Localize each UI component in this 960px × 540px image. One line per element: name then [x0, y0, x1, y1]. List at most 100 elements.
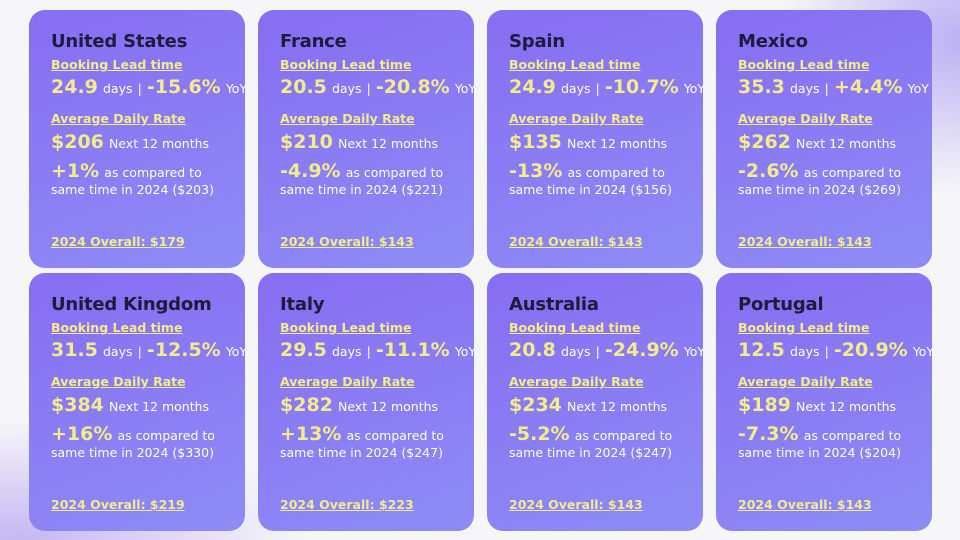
comparison-detail: same time in 2024 ($269) — [738, 182, 901, 197]
rate-line: $384 Next 12 months — [51, 393, 245, 419]
yoy-change-value: +4.4% — [833, 76, 903, 98]
rate-value: $206 — [51, 131, 104, 153]
rate-line: $262 Next 12 months — [738, 130, 932, 156]
lead-time-value: 29.5 — [280, 339, 327, 361]
average-daily-rate-label: Average Daily Rate — [738, 111, 873, 126]
yoy-change-value: -24.9% — [604, 339, 679, 361]
yoy-change-value: -12.5% — [146, 339, 221, 361]
booking-lead-time-line: 29.5 days | -11.1% YoY — [280, 338, 474, 364]
separator: | — [824, 81, 829, 96]
yoy-change-value: -20.8% — [375, 76, 450, 98]
separator: | — [137, 344, 142, 359]
rate-period: Next 12 months — [337, 399, 439, 414]
country-name: United Kingdom — [51, 294, 212, 315]
overall-2024-link[interactable]: 2024 Overall: $143 — [509, 234, 643, 249]
country-card: United Kingdom Booking Lead time 31.5 da… — [29, 273, 245, 531]
comparison-line: -2.6% as compared to — [738, 162, 932, 182]
rate-period: Next 12 months — [795, 399, 897, 414]
rate-value: $282 — [280, 394, 333, 416]
comparison-line: -4.9% as compared to — [280, 162, 474, 182]
average-daily-rate-label: Average Daily Rate — [51, 111, 186, 126]
lead-time-value: 20.8 — [509, 339, 556, 361]
booking-lead-time-label: Booking Lead time — [51, 320, 183, 335]
booking-lead-time-line: 12.5 days | -20.9% YoY — [738, 338, 932, 364]
average-daily-rate-label: Average Daily Rate — [280, 111, 415, 126]
yoy-label: YoY — [454, 81, 474, 96]
separator: | — [366, 81, 371, 96]
lead-time-value: 12.5 — [738, 339, 785, 361]
rate-line: $206 Next 12 months — [51, 130, 245, 156]
booking-lead-time-label: Booking Lead time — [280, 320, 412, 335]
rate-value: $135 — [509, 131, 562, 153]
overall-2024-link[interactable]: 2024 Overall: $143 — [280, 234, 414, 249]
comparison-detail: same time in 2024 ($330) — [51, 445, 214, 460]
lead-time-value: 24.9 — [509, 76, 556, 98]
yoy-label: YoY — [225, 81, 245, 96]
comparison-line: +13% as compared to — [280, 425, 474, 445]
rate-line: $234 Next 12 months — [509, 393, 703, 419]
days-unit: days — [102, 344, 133, 359]
comparison-text: as compared to — [117, 428, 215, 443]
change-value: -2.6% — [738, 160, 799, 182]
days-unit: days — [560, 344, 591, 359]
overall-2024-link[interactable]: 2024 Overall: $223 — [280, 497, 414, 512]
comparison-detail: same time in 2024 ($247) — [509, 445, 672, 460]
separator: | — [595, 81, 600, 96]
rate-value: $234 — [509, 394, 562, 416]
comparison-text: as compared to — [803, 165, 902, 180]
overall-2024-link[interactable]: 2024 Overall: $143 — [509, 497, 643, 512]
booking-lead-time-line: 35.3 days | +4.4% YoY — [738, 75, 932, 101]
rate-line: $189 Next 12 months — [738, 393, 932, 419]
days-unit: days — [560, 81, 591, 96]
change-value: -5.2% — [509, 423, 570, 445]
rate-period: Next 12 months — [795, 136, 897, 151]
comparison-line: +1% as compared to — [51, 162, 245, 182]
yoy-label: YoY — [454, 344, 474, 359]
country-card: Italy Booking Lead time 29.5 days | -11.… — [258, 273, 474, 531]
booking-lead-time-line: 20.8 days | -24.9% YoY — [509, 338, 703, 364]
overall-2024-link[interactable]: 2024 Overall: $143 — [738, 234, 872, 249]
change-value: -13% — [509, 160, 563, 182]
overall-2024-link[interactable]: 2024 Overall: $179 — [51, 234, 185, 249]
days-unit: days — [789, 344, 820, 359]
rate-line: $282 Next 12 months — [280, 393, 474, 419]
change-value: +13% — [280, 423, 342, 445]
rate-value: $384 — [51, 394, 104, 416]
booking-lead-time-label: Booking Lead time — [280, 57, 412, 72]
comparison-text: as compared to — [803, 428, 902, 443]
overall-2024-link[interactable]: 2024 Overall: $143 — [738, 497, 872, 512]
comparison-detail: same time in 2024 ($156) — [509, 182, 672, 197]
booking-lead-time-label: Booking Lead time — [51, 57, 183, 72]
comparison-line: -13% as compared to — [509, 162, 703, 182]
comparison-text: as compared to — [346, 428, 444, 443]
yoy-change-value: -11.1% — [375, 339, 450, 361]
yoy-label: YoY — [907, 81, 929, 96]
country-card: Mexico Booking Lead time 35.3 days | +4.… — [716, 10, 932, 268]
comparison-detail: same time in 2024 ($203) — [51, 182, 214, 197]
country-name: Spain — [509, 31, 565, 52]
rate-value: $210 — [280, 131, 333, 153]
separator: | — [595, 344, 600, 359]
comparison-detail: same time in 2024 ($204) — [738, 445, 901, 460]
lead-time-value: 35.3 — [738, 76, 785, 98]
rate-line: $210 Next 12 months — [280, 130, 474, 156]
comparison-text: as compared to — [104, 165, 202, 180]
separator: | — [137, 81, 142, 96]
rate-period: Next 12 months — [337, 136, 439, 151]
booking-lead-time-label: Booking Lead time — [738, 57, 870, 72]
rate-period: Next 12 months — [108, 136, 210, 151]
days-unit: days — [789, 81, 820, 96]
country-name: Australia — [509, 294, 599, 315]
overall-2024-link[interactable]: 2024 Overall: $219 — [51, 497, 185, 512]
average-daily-rate-label: Average Daily Rate — [509, 111, 644, 126]
average-daily-rate-label: Average Daily Rate — [738, 374, 873, 389]
booking-lead-time-label: Booking Lead time — [509, 320, 641, 335]
yoy-label: YoY — [225, 344, 245, 359]
rate-value: $262 — [738, 131, 791, 153]
rate-period: Next 12 months — [566, 399, 668, 414]
rate-value: $189 — [738, 394, 791, 416]
country-name: Portugal — [738, 294, 824, 315]
comparison-text: as compared to — [574, 428, 673, 443]
country-card: France Booking Lead time 20.5 days | -20… — [258, 10, 474, 268]
booking-lead-time-line: 24.9 days | -10.7% YoY — [509, 75, 703, 101]
